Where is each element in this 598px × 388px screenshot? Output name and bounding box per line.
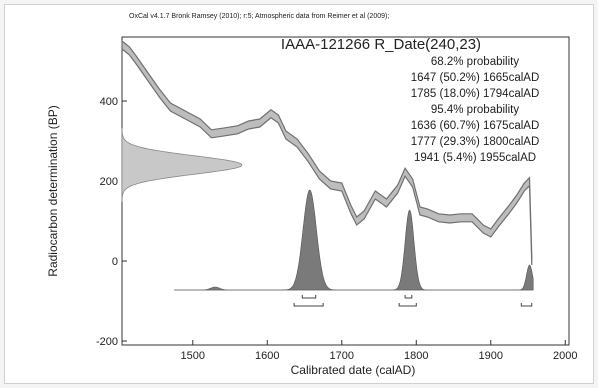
- x-tick-label: 1500: [181, 350, 205, 362]
- y-axis-label: Radiocarbon determination (BP): [46, 105, 60, 276]
- x-tick-label: 1600: [255, 350, 279, 362]
- range-68-bracket: [301, 295, 317, 299]
- chart-frame: OxCal v4.1.7 Bronk Ramsey (2010); r:5; A…: [4, 4, 594, 384]
- calibrated-distribution: [174, 189, 534, 291]
- y-tick-label: -200: [96, 336, 118, 348]
- radiocarbon-date-distribution: [121, 128, 243, 202]
- x-tick-label: 1800: [404, 350, 428, 362]
- range-95-bracket: [520, 303, 533, 307]
- annotation-line: 68.2% probability: [431, 56, 519, 68]
- calibration-band: [121, 39, 533, 266]
- y-tick-label: 400: [100, 96, 118, 108]
- y-tick-label: 0: [112, 256, 118, 268]
- x-tick-label: 1700: [330, 350, 354, 362]
- x-tick-label: 2000: [553, 350, 577, 362]
- annotation-line: 95.4% probability: [431, 104, 519, 116]
- x-tick-label: 1900: [479, 350, 503, 362]
- radiocarbon-date-curve: [121, 128, 243, 202]
- annotation-line: 1647 (50.2%) 1665calAD: [411, 72, 540, 84]
- range-brackets: [293, 295, 533, 307]
- annotation-line: 1777 (29.3%) 1800calAD: [411, 136, 540, 148]
- y-tick-label: 200: [100, 176, 118, 188]
- axis-ticks: 1500 1600 1700 1800 1900 2000 -200 0 200 400: [96, 96, 578, 362]
- range-68-bracket: [404, 295, 413, 299]
- chart-title: IAAA-121266 R_Date(240,23): [281, 36, 481, 53]
- range-95-bracket: [398, 303, 417, 307]
- calibrated-probability: [174, 189, 534, 291]
- annotation-line: 1785 (18.0%) 1794calAD: [411, 88, 540, 100]
- annotation-line: 1941 (5.4%) 1955calAD: [414, 152, 536, 164]
- annotation-line: 1636 (60.7%) 1675calAD: [411, 120, 540, 132]
- calibration-curve: [121, 39, 533, 266]
- x-axis-label: Calibrated date (calAD): [291, 363, 416, 377]
- annotation-block: 68.2% probability 1647 (50.2%) 1665calAD 1…: [411, 56, 540, 164]
- range-95-bracket: [293, 303, 324, 307]
- calibration-chart: OxCal v4.1.7 Bronk Ramsey (2010); r:5; A…: [46, 13, 578, 377]
- header-note: OxCal v4.1.7 Bronk Ramsey (2010); r:5; A…: [129, 13, 389, 20]
